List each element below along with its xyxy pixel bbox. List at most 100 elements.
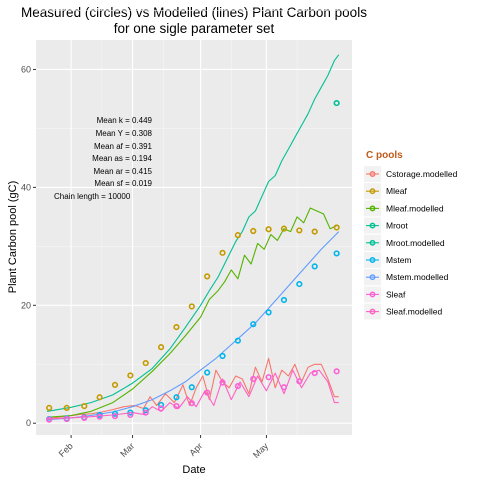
legend-item-cstorage-modelled: Cstorage.modelled bbox=[364, 166, 458, 182]
legend-item-mstem: Mstem bbox=[364, 252, 412, 268]
series-layer bbox=[46, 54, 340, 423]
legend-item-mleaf: Mleaf bbox=[364, 183, 407, 200]
data-point-sleaf bbox=[142, 409, 149, 416]
legend-key-point bbox=[369, 188, 376, 195]
legend-key-point bbox=[369, 291, 376, 298]
annotation-k: Mean k = 0.449 bbox=[97, 116, 153, 125]
data-point-mleaf bbox=[63, 404, 70, 411]
legend-label: Mstem bbox=[386, 255, 412, 265]
legend-key-point bbox=[369, 171, 376, 177]
data-point-sleaf bbox=[250, 375, 257, 383]
series-line-sleaf-modelled bbox=[46, 369, 339, 420]
data-point-mleaf bbox=[127, 372, 134, 379]
legend-label: Mleaf.modelled bbox=[386, 203, 444, 213]
legend-label: Mleaf bbox=[386, 186, 407, 196]
data-point-mleaf bbox=[311, 228, 318, 235]
x-tick-label: Apr bbox=[187, 441, 204, 458]
chart-title-line1: Measured (circles) vs Modelled (lines) P… bbox=[21, 5, 367, 20]
legend-item-mstem-modelled: Mstem.modelled bbox=[364, 269, 449, 286]
data-point-mstem bbox=[296, 280, 303, 288]
legend-label: Sleaf.modelled bbox=[386, 307, 443, 317]
data-point-mstem bbox=[127, 409, 134, 416]
data-point-mstem bbox=[142, 407, 149, 414]
data-point-sleaf bbox=[157, 405, 165, 412]
legend-key-point bbox=[369, 308, 376, 315]
data-point-sleaf bbox=[296, 378, 303, 385]
data-point-mroot bbox=[333, 99, 340, 107]
annotation-sf: Mean sf = 0.019 bbox=[94, 179, 152, 188]
data-point-mleaf bbox=[157, 344, 165, 351]
data-point-sleaf bbox=[46, 416, 53, 423]
legend-label: Mroot bbox=[386, 221, 408, 231]
data-point-mstem bbox=[234, 337, 241, 344]
x-axis-label: Date bbox=[182, 464, 205, 476]
data-point-mleaf bbox=[188, 303, 195, 310]
annotation-ar: Mean ar = 0.415 bbox=[94, 167, 153, 176]
data-point-mstem bbox=[280, 296, 288, 304]
legend-label: Cstorage.modelled bbox=[386, 169, 458, 179]
series-line-mleaf-modelled bbox=[46, 207, 337, 418]
data-point-mleaf bbox=[111, 381, 119, 388]
data-point-mstem bbox=[204, 369, 211, 376]
annotation-chain-length: Chain length = 10000 bbox=[54, 192, 131, 201]
y-tick-label: 20 bbox=[21, 300, 31, 310]
data-point-mleaf bbox=[250, 227, 257, 235]
legend-items: Cstorage.modelled Mleaf Mleaf.modelled Mroo… bbox=[364, 166, 458, 320]
data-point-mstem bbox=[188, 384, 195, 391]
legend-item-mleaf-modelled: Mleaf.modelled bbox=[364, 200, 444, 217]
data-point-sleaf bbox=[280, 384, 288, 391]
legend-item-sleaf-modelled: Sleaf.modelled bbox=[364, 303, 443, 320]
annotation-y: Mean Y = 0.308 bbox=[96, 129, 153, 138]
y-tick-label: 0 bbox=[26, 418, 31, 428]
legend-item-mroot-modelled: Mroot.modelled bbox=[364, 234, 445, 251]
x-tick-label: Mar bbox=[118, 441, 136, 459]
y-tick-label: 40 bbox=[21, 182, 31, 192]
grid-minor bbox=[36, 10, 352, 435]
data-point-mstem bbox=[265, 309, 272, 316]
legend-label: Mroot.modelled bbox=[386, 238, 445, 248]
data-point-sleaf bbox=[234, 382, 241, 390]
data-point-mleaf bbox=[219, 249, 226, 256]
data-point-mstem bbox=[173, 394, 180, 401]
legend-key-point bbox=[369, 257, 376, 263]
parameter-annotations: Mean k = 0.449 Mean Y = 0.308 Mean af = … bbox=[54, 116, 153, 201]
legend-label: Sleaf bbox=[386, 289, 406, 299]
data-point-mleaf bbox=[234, 232, 241, 239]
data-point-mleaf bbox=[333, 224, 340, 231]
data-point-mstem bbox=[157, 401, 165, 409]
data-point-mleaf bbox=[96, 394, 103, 401]
data-point-mstem bbox=[111, 410, 119, 417]
data-point-sleaf bbox=[188, 400, 195, 407]
data-point-sleaf bbox=[219, 379, 226, 386]
annotation-af: Mean af = 0.391 bbox=[94, 142, 153, 151]
legend-key-point bbox=[369, 239, 376, 246]
data-point-mleaf bbox=[173, 324, 180, 331]
data-point-mstem bbox=[333, 250, 340, 257]
chart-title-line2: for one sigle parameter set bbox=[114, 21, 275, 36]
data-point-mleaf bbox=[296, 227, 303, 234]
legend: C pools Cstorage.modelled Mleaf Mleaf.mode… bbox=[364, 150, 458, 320]
data-point-sleaf bbox=[311, 369, 318, 377]
data-point-mleaf bbox=[280, 225, 288, 232]
data-point-sleaf bbox=[127, 411, 134, 419]
data-point-mstem bbox=[250, 321, 257, 328]
legend-key-point bbox=[369, 274, 376, 281]
data-point-sleaf bbox=[173, 403, 180, 410]
legend-key-point bbox=[369, 205, 376, 212]
data-point-mleaf bbox=[142, 359, 149, 367]
x-tick-label: Feb bbox=[57, 441, 75, 459]
legend-title: C pools bbox=[366, 150, 403, 161]
data-point-sleaf bbox=[333, 368, 340, 375]
annotation-as: Mean as = 0.194 bbox=[92, 154, 152, 163]
series-line-cstorage-modelled bbox=[46, 357, 339, 420]
data-point-sleaf bbox=[204, 389, 211, 396]
data-point-mleaf bbox=[265, 226, 272, 233]
legend-label: Mstem.modelled bbox=[386, 272, 449, 282]
data-point-sleaf bbox=[63, 415, 70, 423]
x-axis: Feb Mar Apr May bbox=[57, 435, 270, 460]
data-point-mleaf bbox=[204, 273, 211, 280]
series-line-mroot-modelled bbox=[46, 54, 340, 412]
legend-item-mroot: Mroot bbox=[364, 217, 408, 234]
y-axis-label: Plant Carbon pool (gC) bbox=[7, 181, 19, 294]
